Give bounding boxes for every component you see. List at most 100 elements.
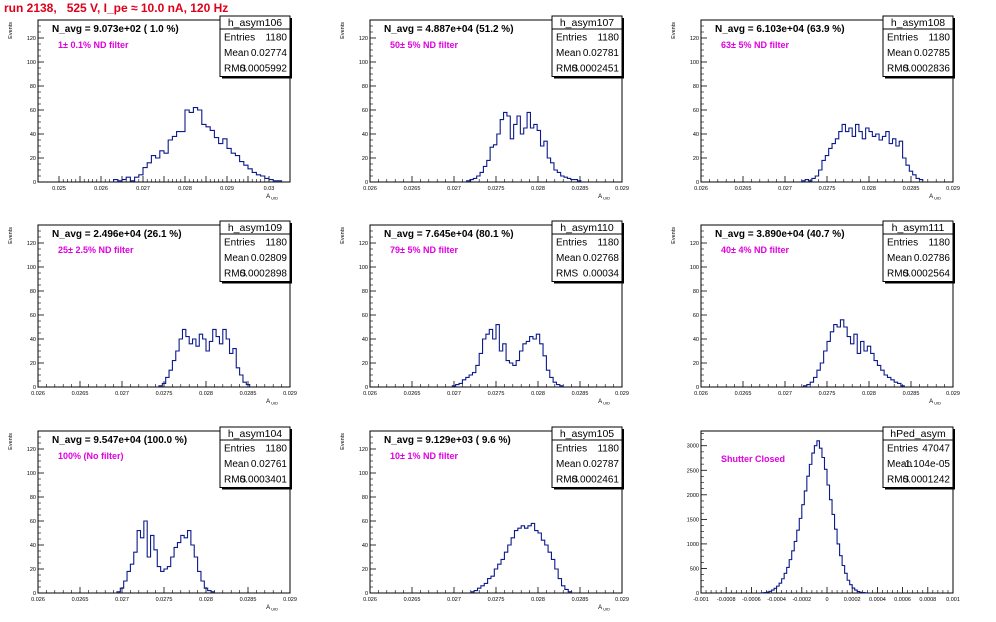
x-tick-label: 0.0002 bbox=[844, 597, 861, 603]
x-tick-label: 0.03 bbox=[264, 186, 275, 192]
y-axis-label: Events bbox=[671, 22, 677, 39]
x-tick-label: 0.026 bbox=[363, 391, 377, 397]
stats-name: h_asym109 bbox=[228, 222, 282, 234]
y-tick-label: 500 bbox=[690, 566, 699, 572]
filter-label: Shutter Closed bbox=[721, 454, 785, 464]
y-axis-label: Events bbox=[340, 22, 346, 39]
x-axis-label: AUID bbox=[266, 605, 278, 612]
stats-value: 1180 bbox=[928, 33, 950, 44]
y-tick-label: 20 bbox=[693, 156, 699, 162]
stats-value: 1180 bbox=[597, 444, 619, 455]
stats-name: hPed_asym bbox=[890, 428, 946, 440]
x-tick-label: 0.027 bbox=[447, 391, 461, 397]
navg-label: N_avg = 7.645e+04 (80.1 %) bbox=[384, 229, 514, 240]
stats-key: RMS bbox=[887, 475, 910, 486]
x-tick-label: 0.0275 bbox=[488, 597, 505, 603]
y-axis-label: Events bbox=[340, 433, 346, 450]
histogram-panel-h_asym104: 0 20 40 60 80 100 120 0.026 0.0265 0.027 0.0275 0.0… bbox=[8, 426, 297, 612]
x-tick-label: 0.029 bbox=[615, 391, 629, 397]
x-tick-label: 0.026 bbox=[694, 186, 708, 192]
y-tick-label: 0 bbox=[696, 385, 699, 391]
y-tick-label: 120 bbox=[359, 36, 368, 42]
y-tick-label: 120 bbox=[27, 36, 36, 42]
x-tick-label: 0.027 bbox=[447, 597, 461, 603]
x-tick-label: 0.027 bbox=[778, 391, 792, 397]
stats-box bbox=[882, 15, 954, 77]
x-axis-label: AUID bbox=[598, 605, 610, 612]
stats-key: Entries bbox=[224, 33, 255, 44]
y-tick-label: 80 bbox=[693, 289, 699, 295]
filter-label: 1± 0.1% ND filter bbox=[58, 40, 129, 50]
x-tick-label: 0.0275 bbox=[156, 391, 173, 397]
x-axis-label: AUID bbox=[929, 194, 941, 201]
x-tick-label: 0.025 bbox=[52, 186, 66, 192]
stats-value: 0.0002564 bbox=[903, 269, 951, 280]
y-tick-label: 40 bbox=[362, 132, 368, 138]
y-tick-label: 120 bbox=[690, 36, 699, 42]
y-tick-label: 20 bbox=[30, 156, 36, 162]
y-tick-label: 0 bbox=[365, 385, 368, 391]
x-tick-label: 0.029 bbox=[220, 186, 234, 192]
y-tick-label: 0 bbox=[365, 180, 368, 186]
x-tick-label: 0.028 bbox=[178, 186, 192, 192]
stats-value: 0.0005992 bbox=[240, 64, 288, 75]
y-tick-label: 80 bbox=[362, 84, 368, 90]
x-tick-label: 0.0265 bbox=[72, 597, 89, 603]
stats-key: Entries bbox=[887, 33, 918, 44]
y-tick-label: 120 bbox=[27, 447, 36, 453]
x-tick-label: 0.028 bbox=[862, 186, 876, 192]
stats-value: 0.02809 bbox=[251, 253, 288, 264]
stats-value: 0.0002451 bbox=[572, 64, 620, 75]
x-tick-label: 0.0265 bbox=[735, 186, 752, 192]
x-tick-label: 0.0285 bbox=[572, 186, 589, 192]
x-tick-label: 0.0265 bbox=[404, 186, 421, 192]
stats-name: h_asym107 bbox=[560, 17, 614, 29]
histogram-bars bbox=[466, 111, 582, 182]
x-tick-label: 0.0265 bbox=[735, 391, 752, 397]
x-tick-label: 0.0265 bbox=[72, 391, 89, 397]
x-tick-label: 0.029 bbox=[283, 391, 297, 397]
histogram-bars bbox=[451, 324, 564, 387]
stats-key: Mean bbox=[556, 48, 581, 59]
x-tick-label: 0.0265 bbox=[404, 391, 421, 397]
y-tick-label: 40 bbox=[30, 337, 36, 343]
stats-box bbox=[551, 15, 623, 77]
histogram-panel-h_asym107: 0 20 40 60 80 100 120 0.026 0.0265 0.027 0.0275 0.0… bbox=[340, 15, 629, 201]
x-tick-label: 0.026 bbox=[31, 597, 45, 603]
x-tick-label: 0.027 bbox=[778, 186, 792, 192]
y-tick-label: 0 bbox=[365, 591, 368, 597]
y-tick-label: 40 bbox=[362, 543, 368, 549]
stats-value: 0.02761 bbox=[251, 459, 288, 470]
stats-box bbox=[219, 220, 291, 282]
stats-value: 0.0002898 bbox=[240, 269, 288, 280]
x-tick-label: 0.027 bbox=[447, 186, 461, 192]
x-tick-label: 0.001 bbox=[946, 597, 960, 603]
y-tick-label: 2500 bbox=[687, 468, 699, 474]
stats-key: Mean bbox=[224, 48, 249, 59]
y-tick-label: 100 bbox=[27, 60, 36, 66]
y-tick-label: 80 bbox=[362, 289, 368, 295]
y-tick-label: 20 bbox=[30, 361, 36, 367]
filter-label: 10± 1% ND filter bbox=[390, 451, 458, 461]
y-tick-label: 120 bbox=[690, 241, 699, 247]
x-tick-label: 0.027 bbox=[115, 391, 129, 397]
x-tick-label: 0.0285 bbox=[240, 597, 257, 603]
x-tick-label: 0.027 bbox=[136, 186, 150, 192]
x-tick-label: 0.029 bbox=[615, 597, 629, 603]
y-axis-label: Events bbox=[340, 227, 346, 244]
stats-value: 0.02787 bbox=[583, 459, 620, 470]
stats-box bbox=[551, 426, 623, 488]
navg-label: N_avg = 9.547e+04 (100.0 %) bbox=[52, 435, 187, 446]
x-axis-label: AUID bbox=[598, 399, 610, 406]
stats-box bbox=[882, 220, 954, 282]
stats-value: 47047 bbox=[922, 444, 950, 455]
y-tick-label: 3000 bbox=[687, 444, 699, 450]
x-tick-label: 0 bbox=[825, 597, 828, 603]
y-tick-label: 0 bbox=[33, 385, 36, 391]
y-tick-label: 1500 bbox=[687, 517, 699, 523]
x-tick-label: 0.0275 bbox=[156, 597, 173, 603]
y-tick-label: 100 bbox=[27, 471, 36, 477]
y-tick-label: 40 bbox=[30, 543, 36, 549]
stats-key: RMS bbox=[224, 475, 247, 486]
stats-key: Mean bbox=[556, 253, 581, 264]
